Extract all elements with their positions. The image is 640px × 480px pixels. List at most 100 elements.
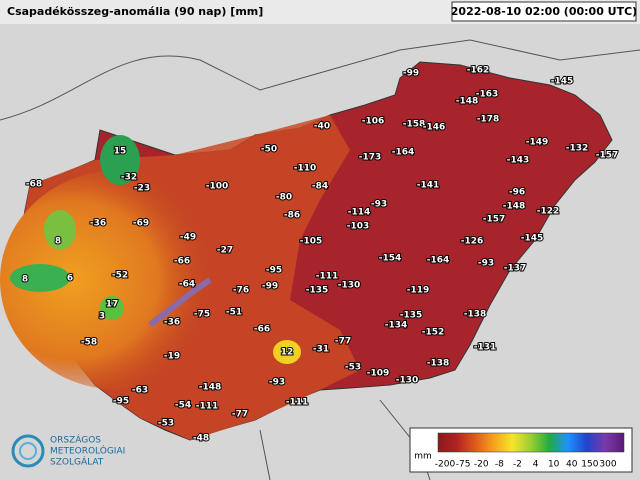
station-value: -138 — [427, 359, 450, 369]
station-value: -134 — [385, 321, 408, 331]
station-value: -131 — [474, 343, 497, 353]
station-value: -52 — [112, 271, 128, 281]
station-value: -64 — [179, 280, 195, 290]
station-value: 6 — [67, 274, 73, 284]
station-value: 8 — [22, 275, 28, 285]
station-value: 17 — [106, 300, 119, 310]
wet-spot — [273, 340, 301, 364]
legend-label: -8 — [495, 460, 504, 470]
station-value: -68 — [26, 180, 42, 190]
station-value: -141 — [417, 181, 440, 191]
station-value: -49 — [180, 233, 196, 243]
logo-text: SZOLGÁLAT — [50, 456, 104, 468]
station-value: -23 — [134, 184, 150, 194]
station-value: -119 — [407, 286, 430, 296]
station-value: -58 — [81, 338, 97, 348]
station-value: -96 — [509, 188, 525, 198]
station-value: -178 — [477, 115, 500, 125]
station-value: -157 — [483, 215, 506, 225]
logo-text: METEOROLÓGIAI — [50, 445, 125, 457]
legend-label: -75 — [456, 460, 471, 470]
legend-label: -200 — [435, 460, 456, 470]
station-value: -93 — [478, 259, 494, 269]
station-value: -158 — [403, 120, 426, 130]
station-value: -77 — [232, 410, 248, 420]
logo-text: ORSZÁGOS — [50, 434, 101, 446]
station-value: -137 — [504, 264, 527, 274]
station-value: -40 — [314, 122, 330, 132]
station-value: -143 — [507, 156, 530, 166]
wet-spot — [10, 264, 70, 292]
logo-icon — [19, 442, 37, 460]
logo-icon — [11, 434, 45, 468]
station-value: -164 — [392, 148, 415, 158]
station-value: -93 — [371, 200, 387, 210]
station-value: -84 — [312, 182, 328, 192]
station-value: -95 — [113, 397, 129, 407]
station-value: -149 — [526, 138, 549, 148]
station-value: -75 — [194, 310, 210, 320]
station-value: -164 — [427, 256, 450, 266]
station-value: -106 — [362, 117, 385, 127]
station-value: -50 — [261, 145, 277, 155]
station-value: -135 — [306, 286, 329, 296]
station-value: -100 — [206, 182, 229, 192]
station-value: -146 — [423, 123, 446, 133]
station-value: -109 — [367, 369, 390, 379]
wet-spot — [44, 210, 76, 250]
station-value: 12 — [281, 348, 294, 358]
legend-label: -2 — [513, 460, 522, 470]
timestamp-box — [451, 1, 637, 22]
station-value: -36 — [90, 219, 106, 229]
station-value: -99 — [262, 282, 278, 292]
station-value: -163 — [476, 90, 499, 100]
station-value: -53 — [158, 419, 174, 429]
station-value: -32 — [121, 173, 137, 183]
map-title: Csapadékösszeg-anomália (90 nap) [mm] — [7, 5, 263, 18]
station-value: -69 — [133, 219, 149, 229]
timestamp: 2022-08-10 02:00 (00:00 UTC) — [451, 5, 637, 18]
lake — [148, 277, 212, 328]
station-value: -135 — [400, 311, 423, 321]
station-value: -162 — [467, 66, 490, 76]
wet-spot — [100, 296, 124, 320]
legend-label: 4 — [533, 460, 539, 470]
legend-labels: -200 -75 -20 -8 -2 4 10 40 150 300 — [435, 460, 617, 470]
station-value: -76 — [233, 286, 249, 296]
station-value: -173 — [359, 153, 382, 163]
station-value: 3 — [99, 312, 105, 322]
legend-label: 300 — [599, 460, 616, 470]
station-value: -110 — [294, 164, 317, 174]
station-value: 8 — [55, 237, 61, 247]
station-layer: -99 -162 -145 -148 -163 -178 -106 -158-146 -40 -1… — [21, 65, 619, 445]
station-value: 15 — [114, 147, 127, 157]
station-value: -105 — [300, 237, 323, 247]
station-value: -63 — [132, 386, 148, 396]
station-value: -145 — [521, 234, 544, 244]
station-value: -66 — [254, 325, 270, 335]
border — [0, 39, 640, 121]
legend-label: 150 — [581, 460, 598, 470]
station-value: -27 — [217, 246, 233, 256]
wet-spot — [100, 135, 140, 185]
station-value: -114 — [348, 208, 371, 218]
station-value: -99 — [403, 69, 419, 79]
legend-label: 40 — [566, 460, 578, 470]
station-value: -154 — [379, 254, 402, 264]
station-value: -77 — [335, 337, 351, 347]
station-value: -48 — [193, 434, 209, 444]
station-value: -53 — [345, 363, 361, 373]
station-value: -93 — [269, 378, 285, 388]
station-value: -148 — [503, 202, 526, 212]
station-value: -130 — [396, 376, 419, 386]
station-value: -66 — [174, 257, 190, 267]
station-value: -132 — [566, 144, 589, 154]
station-value: -130 — [338, 281, 361, 291]
station-value: -103 — [347, 222, 370, 232]
station-value: -152 — [422, 328, 445, 338]
station-value: -157 — [596, 151, 619, 161]
legend-label: -20 — [474, 460, 489, 470]
station-value: -80 — [276, 193, 292, 203]
station-value: -111 — [196, 402, 219, 412]
